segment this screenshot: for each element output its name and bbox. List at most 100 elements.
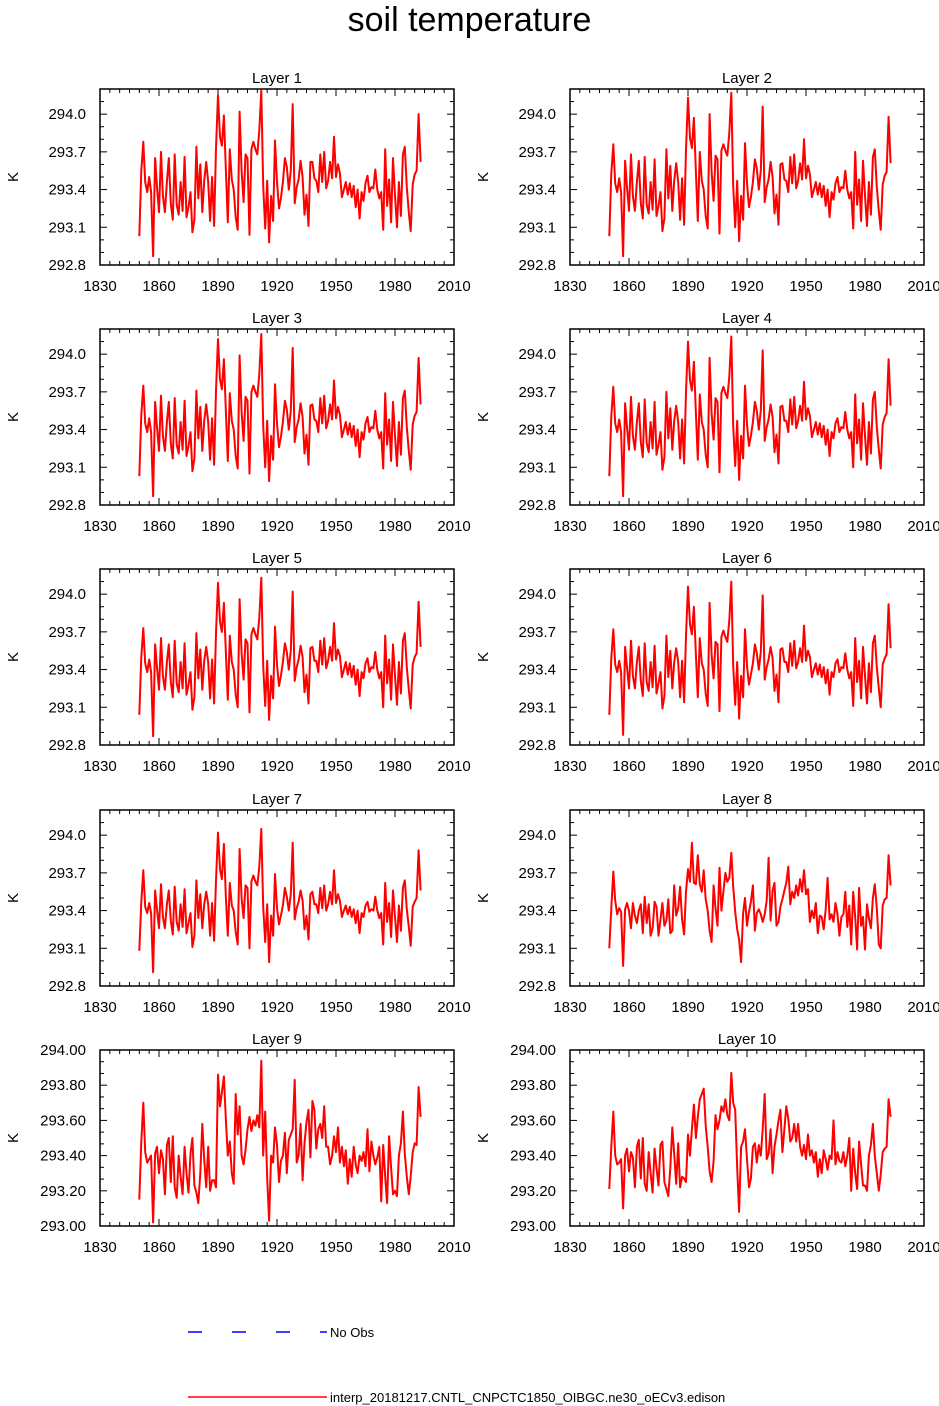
series-line: [138, 333, 422, 498]
chart-panel: Layer 5 K 1830 1860 1890 1920 1950 1980 2010 292.…: [5, 550, 471, 775]
x-tick-label: 1830: [83, 518, 116, 535]
y-tick-label: 292.8: [518, 257, 556, 274]
x-tick-label: 2010: [907, 758, 939, 775]
y-tick-label: 292.8: [48, 257, 86, 274]
chart-panel: Layer 2 K 1830 1860 1890 1920 1950 1980 2010 292.…: [475, 70, 939, 295]
y-tick-label: 293.4: [48, 422, 86, 439]
x-tick-label: 1980: [378, 999, 411, 1016]
y-tick-label: 293.4: [518, 662, 556, 679]
y-tick-label: 294.0: [48, 106, 86, 123]
y-tick-label: 294.0: [48, 586, 86, 603]
x-tick-label: 1890: [201, 278, 234, 295]
y-tick-label: 294.00: [510, 1042, 556, 1059]
series-line: [138, 1059, 422, 1224]
x-tick-label: 1860: [142, 1239, 175, 1256]
panel-title: Layer 9: [252, 1031, 302, 1048]
x-tick-label: 1920: [260, 1239, 293, 1256]
x-tick-label: 1890: [671, 758, 704, 775]
x-tick-label: 1830: [83, 999, 116, 1016]
y-tick-label: 293.7: [48, 144, 86, 161]
y-tick-label: 293.1: [48, 699, 86, 716]
x-tick-label: 1920: [730, 518, 763, 535]
y-tick-label: 293.7: [48, 384, 86, 401]
y-tick-label: 293.1: [48, 940, 86, 957]
y-tick-label: 293.1: [518, 699, 556, 716]
y-tick-label: 293.00: [510, 1218, 556, 1235]
series-line: [608, 1071, 892, 1213]
x-tick-label: 1860: [612, 758, 645, 775]
x-tick-label: 2010: [907, 518, 939, 535]
x-tick-label: 1860: [612, 1239, 645, 1256]
x-tick-label: 1860: [142, 278, 175, 295]
y-tick-label: 293.40: [510, 1148, 556, 1165]
x-tick-label: 1830: [83, 278, 116, 295]
y-tick-label: 293.7: [518, 865, 556, 882]
x-tick-label: 1980: [848, 999, 881, 1016]
y-axis-label: K: [5, 652, 22, 662]
x-tick-label: 1980: [848, 278, 881, 295]
x-tick-label: 1890: [201, 758, 234, 775]
panel-title: Layer 3: [252, 310, 302, 327]
y-tick-label: 292.8: [48, 737, 86, 754]
y-tick-label: 293.1: [518, 219, 556, 236]
y-tick-label: 294.0: [518, 106, 556, 123]
x-tick-label: 1920: [730, 278, 763, 295]
y-tick-label: 293.80: [510, 1077, 556, 1094]
y-tick-label: 293.4: [48, 182, 86, 199]
y-axis-label: K: [5, 412, 22, 422]
page-title: soil temperature: [347, 1, 592, 39]
y-tick-label: 294.0: [518, 586, 556, 603]
x-tick-label: 1920: [260, 518, 293, 535]
series-line: [138, 827, 422, 974]
y-tick-label: 294.00: [40, 1042, 86, 1059]
chart-panel: Layer 6 K 1830 1860 1890 1920 1950 1980 2010 292.…: [475, 550, 939, 775]
chart-panel: Layer 9 K 1830 1860 1890 1920 1950 1980 2010 293.…: [5, 1031, 471, 1256]
y-axis-label: K: [475, 412, 492, 422]
y-tick-label: 293.7: [518, 144, 556, 161]
x-tick-label: 1920: [260, 758, 293, 775]
y-tick-label: 293.4: [48, 662, 86, 679]
x-tick-label: 2010: [907, 1239, 939, 1256]
x-tick-label: 1830: [83, 1239, 116, 1256]
y-tick-label: 292.8: [518, 497, 556, 514]
y-tick-label: 293.7: [518, 384, 556, 401]
y-tick-label: 293.80: [40, 1077, 86, 1094]
y-tick-label: 292.8: [48, 497, 86, 514]
y-tick-label: 292.8: [518, 978, 556, 995]
x-tick-label: 1860: [142, 999, 175, 1016]
y-tick-label: 293.20: [40, 1183, 86, 1200]
x-tick-label: 1860: [612, 999, 645, 1016]
y-axis-label: K: [475, 1133, 492, 1143]
y-tick-label: 293.00: [40, 1218, 86, 1235]
y-tick-label: 293.20: [510, 1183, 556, 1200]
x-tick-label: 1920: [730, 999, 763, 1016]
x-tick-label: 1890: [671, 999, 704, 1016]
x-tick-label: 1920: [730, 758, 763, 775]
y-tick-label: 293.1: [518, 940, 556, 957]
x-tick-label: 1950: [319, 999, 352, 1016]
x-tick-label: 1830: [83, 758, 116, 775]
x-tick-label: 1920: [260, 999, 293, 1016]
x-tick-label: 1830: [553, 1239, 586, 1256]
x-tick-label: 1890: [201, 1239, 234, 1256]
x-tick-label: 2010: [437, 1239, 470, 1256]
x-tick-label: 1890: [201, 518, 234, 535]
x-tick-label: 1920: [730, 1239, 763, 1256]
chart-panel: Layer 7 K 1830 1860 1890 1920 1950 1980 2010 292.…: [5, 791, 471, 1016]
y-tick-label: 293.1: [48, 219, 86, 236]
y-tick-label: 294.0: [48, 827, 86, 844]
x-tick-label: 1950: [319, 518, 352, 535]
y-tick-label: 294.0: [48, 346, 86, 363]
panel-title: Layer 10: [718, 1031, 776, 1048]
y-tick-label: 292.8: [518, 737, 556, 754]
legend-model-label: interp_20181217.CNTL_CNPCTC1850_OIBGC.ne…: [330, 1390, 725, 1405]
x-tick-label: 2010: [907, 999, 939, 1016]
x-tick-label: 1890: [671, 1239, 704, 1256]
y-tick-label: 293.4: [48, 903, 86, 920]
y-axis-label: K: [5, 172, 22, 182]
chart-panel: Layer 4 K 1830 1860 1890 1920 1950 1980 2010 292.…: [475, 310, 939, 535]
x-tick-label: 1920: [260, 278, 293, 295]
x-tick-label: 1860: [612, 278, 645, 295]
x-tick-label: 1830: [553, 278, 586, 295]
x-tick-label: 1950: [789, 999, 822, 1016]
